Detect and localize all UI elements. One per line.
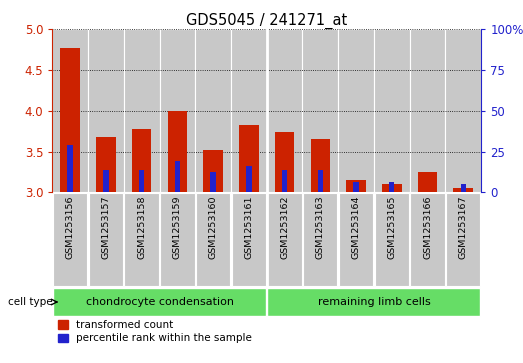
Bar xyxy=(239,125,259,192)
FancyBboxPatch shape xyxy=(53,289,266,315)
Bar xyxy=(461,184,466,192)
Text: cell type: cell type xyxy=(8,297,53,307)
Bar xyxy=(67,145,73,192)
Bar xyxy=(246,166,252,192)
Text: GSM1253163: GSM1253163 xyxy=(316,195,325,259)
Bar xyxy=(446,29,481,192)
Text: GSM1253159: GSM1253159 xyxy=(173,195,182,259)
Text: GSM1253167: GSM1253167 xyxy=(459,195,468,259)
Text: GSM1253156: GSM1253156 xyxy=(66,195,75,259)
Bar xyxy=(195,29,231,192)
Bar xyxy=(88,29,124,192)
FancyBboxPatch shape xyxy=(160,193,195,286)
Text: GSM1253160: GSM1253160 xyxy=(209,195,218,259)
FancyBboxPatch shape xyxy=(339,193,373,286)
FancyBboxPatch shape xyxy=(411,193,445,286)
FancyBboxPatch shape xyxy=(267,193,302,286)
Bar xyxy=(124,29,160,192)
Bar xyxy=(282,170,287,192)
Title: GDS5045 / 241271_at: GDS5045 / 241271_at xyxy=(186,13,347,29)
FancyBboxPatch shape xyxy=(446,193,481,286)
Bar xyxy=(418,172,437,192)
Legend: transformed count, percentile rank within the sample: transformed count, percentile rank withi… xyxy=(58,320,252,343)
FancyBboxPatch shape xyxy=(232,193,266,286)
FancyBboxPatch shape xyxy=(53,193,87,286)
FancyBboxPatch shape xyxy=(124,193,159,286)
Text: GSM1253161: GSM1253161 xyxy=(244,195,253,259)
Bar xyxy=(338,29,374,192)
Bar xyxy=(374,29,410,192)
Bar xyxy=(103,170,109,192)
Bar xyxy=(317,170,323,192)
Bar xyxy=(231,29,267,192)
Bar xyxy=(60,48,80,192)
FancyBboxPatch shape xyxy=(267,289,481,315)
Bar xyxy=(275,132,294,192)
FancyBboxPatch shape xyxy=(374,193,409,286)
Text: GSM1253164: GSM1253164 xyxy=(351,195,360,259)
Text: remaining limb cells: remaining limb cells xyxy=(317,297,430,307)
Bar xyxy=(354,182,359,192)
Text: GSM1253166: GSM1253166 xyxy=(423,195,432,259)
Text: chondrocyte condensation: chondrocyte condensation xyxy=(86,297,233,307)
Bar xyxy=(132,129,152,192)
Bar xyxy=(389,182,394,192)
Bar xyxy=(139,170,144,192)
FancyBboxPatch shape xyxy=(196,193,230,286)
Bar xyxy=(167,111,187,192)
Text: GSM1253162: GSM1253162 xyxy=(280,195,289,259)
Bar xyxy=(382,184,402,192)
Bar xyxy=(346,180,366,192)
Bar xyxy=(52,29,88,192)
Bar xyxy=(311,139,330,192)
Bar xyxy=(453,188,473,192)
Bar xyxy=(160,29,195,192)
Text: GSM1253165: GSM1253165 xyxy=(388,195,396,259)
Bar xyxy=(96,137,116,192)
FancyBboxPatch shape xyxy=(303,193,337,286)
Bar xyxy=(203,150,223,192)
Bar xyxy=(302,29,338,192)
Bar xyxy=(175,161,180,192)
Bar xyxy=(267,29,302,192)
Text: GSM1253157: GSM1253157 xyxy=(101,195,110,259)
Bar xyxy=(210,172,216,192)
FancyBboxPatch shape xyxy=(89,193,123,286)
Bar xyxy=(410,29,446,192)
Text: GSM1253158: GSM1253158 xyxy=(137,195,146,259)
